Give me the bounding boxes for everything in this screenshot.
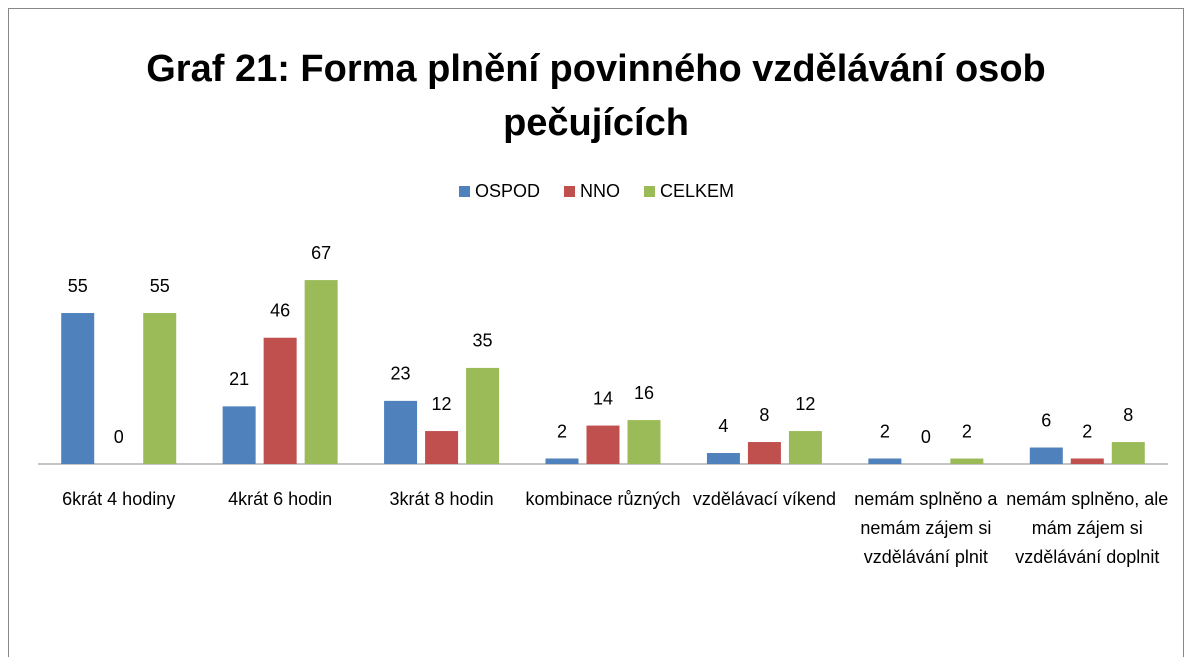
data-label: 2 bbox=[962, 421, 972, 441]
x-tick-label: nemám splněno, ale mám zájem si vzdělává… bbox=[1006, 489, 1169, 567]
data-label: 0 bbox=[921, 427, 931, 447]
bar bbox=[706, 453, 740, 464]
bar bbox=[1029, 447, 1063, 464]
legend-item: NNO bbox=[563, 181, 620, 202]
legend-swatch bbox=[563, 186, 575, 197]
bar bbox=[868, 458, 902, 464]
x-tick-label: nemám splněno a nemám zájem si vzděláván… bbox=[854, 489, 998, 567]
bar bbox=[586, 425, 620, 464]
data-label: 2 bbox=[880, 421, 890, 441]
legend-item: OSPOD bbox=[458, 181, 540, 202]
chart-title: Graf 21: Forma plnění povinného vzdělává… bbox=[146, 48, 1046, 144]
bar bbox=[627, 420, 661, 464]
bar bbox=[263, 337, 297, 464]
data-label: 8 bbox=[759, 405, 769, 425]
bar bbox=[950, 458, 984, 464]
data-label: 35 bbox=[473, 331, 493, 351]
data-label: 6 bbox=[1041, 410, 1051, 430]
data-label: 8 bbox=[1123, 405, 1133, 425]
bar bbox=[425, 431, 459, 464]
x-tick-label: 4krát 6 hodin bbox=[228, 489, 333, 509]
x-tick-label: vzdělávací víkend bbox=[692, 489, 836, 509]
bar bbox=[61, 313, 95, 464]
bar bbox=[143, 313, 177, 464]
x-tick-label: 3krát 8 hodin bbox=[389, 489, 494, 509]
data-label: 12 bbox=[795, 394, 815, 414]
data-label: 46 bbox=[270, 300, 290, 320]
data-label: 2 bbox=[1082, 421, 1092, 441]
data-label: 55 bbox=[150, 276, 170, 296]
data-label: 21 bbox=[229, 369, 249, 389]
data-label: 12 bbox=[432, 394, 452, 414]
bar bbox=[304, 280, 338, 464]
legend-swatch bbox=[458, 186, 470, 197]
x-tick-label: kombinace různých bbox=[525, 489, 681, 509]
chart-frame bbox=[8, 8, 1184, 657]
legend-item: CELKEM bbox=[643, 181, 735, 202]
data-label: 4 bbox=[718, 416, 728, 436]
data-label: 2 bbox=[557, 421, 567, 441]
data-label: 67 bbox=[311, 243, 331, 263]
x-tick-label: 6krát 4 hodiny bbox=[62, 489, 176, 509]
bar bbox=[1111, 442, 1145, 464]
data-label: 23 bbox=[391, 364, 411, 384]
legend-label: OSPOD bbox=[474, 181, 540, 201]
legend-swatch bbox=[643, 186, 655, 197]
data-label: 14 bbox=[593, 388, 613, 408]
bar bbox=[1070, 458, 1104, 464]
bar bbox=[788, 431, 822, 464]
bar bbox=[545, 458, 579, 464]
legend: OSPOD NNO CELKEM bbox=[0, 181, 1193, 202]
data-label: 0 bbox=[114, 427, 124, 447]
data-label: 16 bbox=[634, 383, 654, 403]
data-label: 55 bbox=[68, 276, 88, 296]
bar bbox=[222, 406, 256, 464]
bar bbox=[466, 367, 500, 464]
legend-label: CELKEM bbox=[659, 181, 735, 201]
bar bbox=[384, 400, 418, 464]
legend-label: NNO bbox=[579, 181, 620, 201]
bar bbox=[747, 442, 781, 464]
